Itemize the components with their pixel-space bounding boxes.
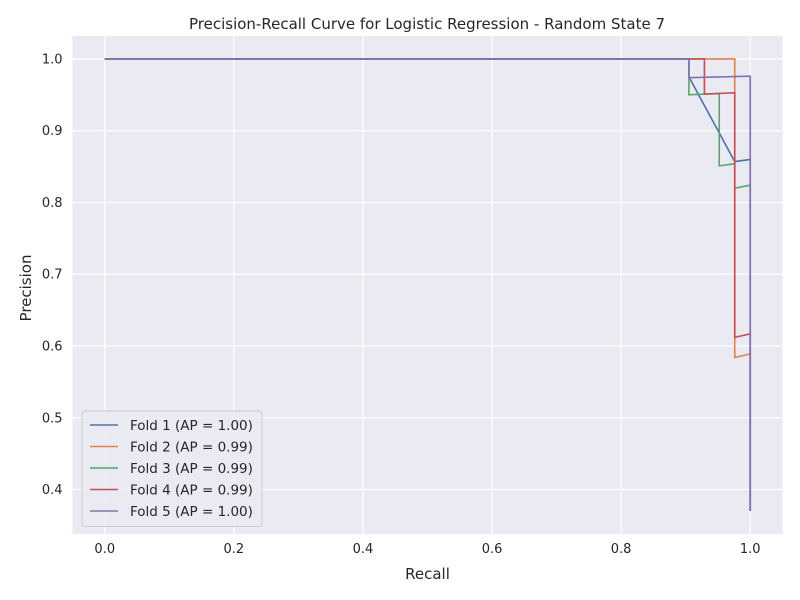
series-lines xyxy=(104,58,752,512)
y-axis-label: Precision xyxy=(17,255,35,322)
x-tick-label: 0.8 xyxy=(611,542,632,557)
y-tick-label: 1.0 xyxy=(42,52,63,67)
legend-entry: Fold 4 (AP = 0.99) xyxy=(130,483,253,499)
x-tick-label: 0.2 xyxy=(224,542,245,557)
x-tick-label: 1.0 xyxy=(740,542,761,557)
legend-entry: Fold 1 (AP = 1.00) xyxy=(130,418,253,434)
y-tick-label: 0.7 xyxy=(42,268,63,283)
y-tick-label: 0.6 xyxy=(42,339,63,354)
series-line-fold-5 xyxy=(104,58,752,512)
x-tick-label: 0.0 xyxy=(94,542,115,557)
legend-entry: Fold 2 (AP = 0.99) xyxy=(130,440,253,456)
x-tick-label: 0.6 xyxy=(482,542,503,557)
y-tick-label: 0.4 xyxy=(42,483,63,498)
chart-title: Precision-Recall Curve for Logistic Regr… xyxy=(189,15,665,33)
y-tick-label: 0.9 xyxy=(42,124,63,139)
tick-labels: 0.0 0.2 0.4 0.6 0.8 1.0 0.4 0.5 0.6 0.7 0.8 0.9 1.0 xyxy=(42,52,761,557)
y-tick-label: 0.8 xyxy=(42,196,63,211)
x-tick-label: 0.4 xyxy=(353,542,374,557)
y-tick-label: 0.5 xyxy=(42,411,63,426)
legend-entry: Fold 3 (AP = 0.99) xyxy=(130,461,253,477)
legend-entry: Fold 5 (AP = 1.00) xyxy=(130,504,253,520)
x-axis-label: Recall xyxy=(405,565,450,583)
legend: Fold 1 (AP = 1.00) Fold 2 (AP = 0.99) Fold… xyxy=(81,410,263,527)
legend-box xyxy=(81,410,263,527)
